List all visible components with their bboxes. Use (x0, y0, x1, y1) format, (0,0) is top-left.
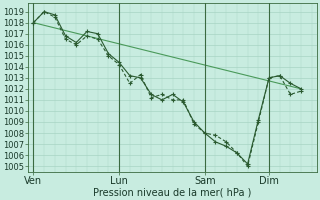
X-axis label: Pression niveau de la mer( hPa ): Pression niveau de la mer( hPa ) (93, 187, 252, 197)
